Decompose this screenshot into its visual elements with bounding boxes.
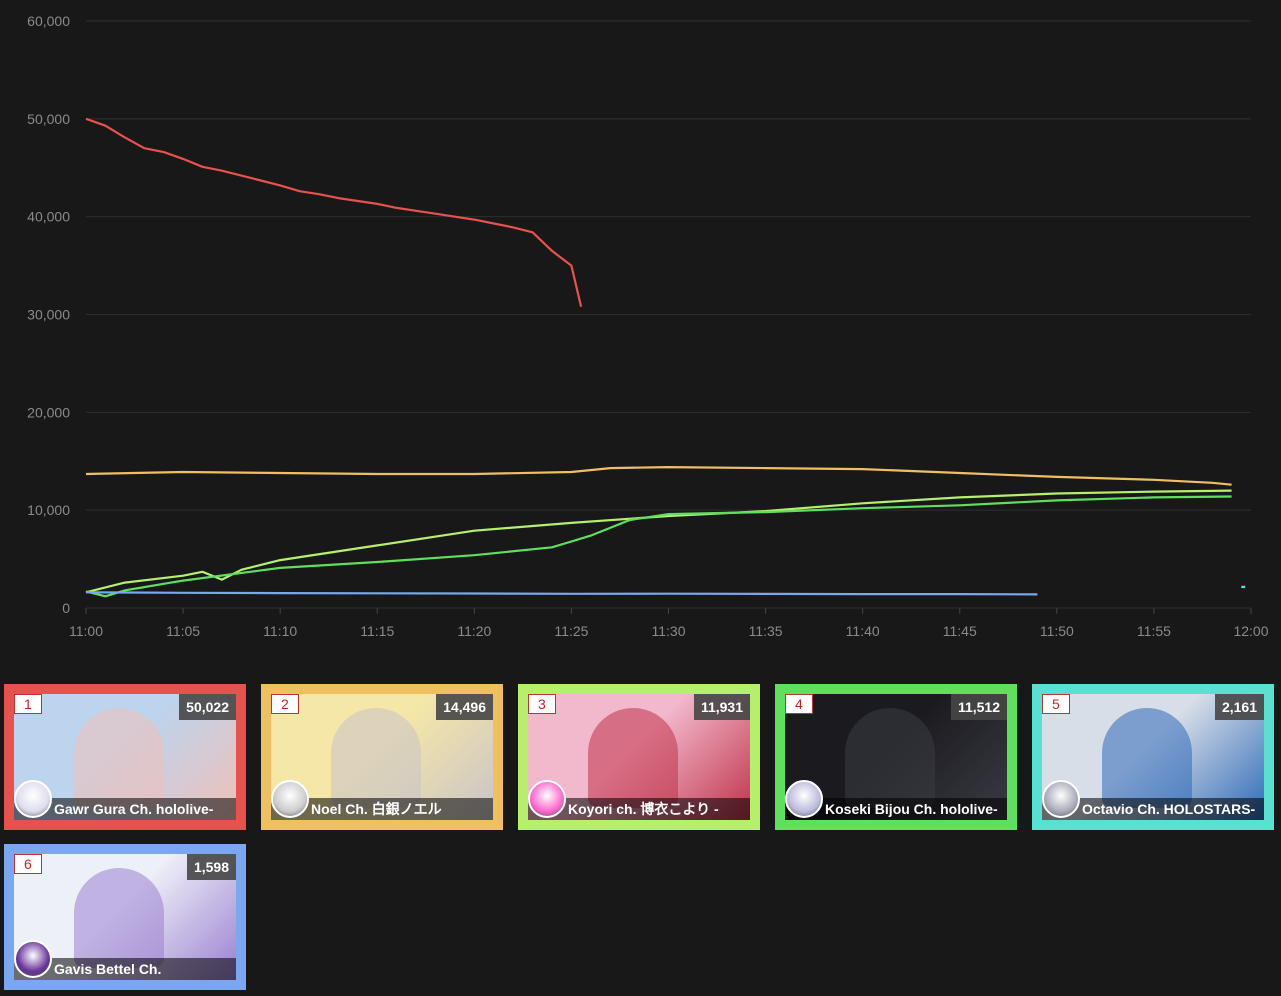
- viewer-count-badge: 11,512: [950, 694, 1007, 720]
- x-tick-label: 11:20: [457, 623, 491, 639]
- viewer-count-badge: 50,022: [179, 694, 236, 720]
- viewer-count-badge: 1,598: [186, 854, 236, 880]
- y-tick-label: 20,000: [27, 404, 70, 420]
- stream-card[interactable]: 5 2,161 Octavio Ch. HOLOSTARS-: [1032, 684, 1274, 830]
- stream-cards: 1 50,022 Gawr Gura Ch. hololive- 2 14,496 Noe…: [0, 682, 1281, 996]
- channel-name[interactable]: Koyori ch. 博衣こより -: [568, 801, 719, 817]
- channel-avatar: [14, 780, 52, 818]
- rank-badge: 1: [14, 694, 42, 714]
- rank-badge: 5: [1042, 694, 1070, 714]
- channel-name-bar: [14, 798, 236, 820]
- stream-card[interactable]: 2 14,496 Noel Ch. 白銀ノエル: [261, 684, 503, 830]
- channel-avatar: [271, 780, 309, 818]
- channel-name-bar: [271, 798, 493, 820]
- channel-name[interactable]: Noel Ch. 白銀ノエル: [311, 801, 442, 817]
- series-line-3: [85, 489, 1232, 594]
- channel-name-bar: [785, 798, 1007, 820]
- channel-avatar: [528, 780, 566, 818]
- x-tick-label: 11:50: [1040, 623, 1074, 639]
- channel-name-bar: [14, 958, 236, 980]
- channel-avatar: [785, 780, 823, 818]
- channel-avatar: [14, 940, 52, 978]
- channel-name[interactable]: Koseki Bijou Ch. hololive-: [825, 801, 998, 817]
- y-tick-label: 50,000: [27, 111, 70, 127]
- stream-card[interactable]: 4 11,512 Koseki Bijou Ch. hololive-: [775, 684, 1017, 830]
- thumbnail-figure: [331, 708, 421, 808]
- stream-card[interactable]: 1 50,022 Gawr Gura Ch. hololive-: [4, 684, 246, 830]
- series-line-1: [85, 117, 583, 307]
- viewer-count-badge: 14,496: [436, 694, 493, 720]
- viewer-count-badge: 11,931: [693, 694, 750, 720]
- x-tick-label: 11:00: [69, 623, 103, 639]
- thumbnail-figure: [588, 708, 678, 808]
- thumbnail-figure: [74, 708, 164, 808]
- thumbnail-figure: [74, 868, 164, 968]
- x-tick-label: 11:55: [1137, 623, 1171, 639]
- channel-name-bar: [1042, 798, 1264, 820]
- series-line-4: [85, 495, 1232, 598]
- x-tick-label: 11:40: [846, 623, 880, 639]
- y-tick-label: 10,000: [27, 502, 70, 518]
- x-tick-label: 11:35: [749, 623, 783, 639]
- x-tick-label: 11:15: [360, 623, 394, 639]
- channel-name[interactable]: Gavis Bettel Ch.: [54, 961, 162, 977]
- thumbnail-figure: [845, 708, 935, 808]
- channel-name-bar: [528, 798, 750, 820]
- series-line-5: [85, 591, 1038, 596]
- x-tick-label: 11:25: [554, 623, 588, 639]
- x-tick-label: 11:30: [652, 623, 686, 639]
- rank-badge: 6: [14, 854, 42, 874]
- rank-badge: 2: [271, 694, 299, 714]
- stream-card[interactable]: 6 1,598 Gavis Bettel Ch.: [4, 844, 246, 990]
- stream-card[interactable]: 3 11,931 Koyori ch. 博衣こより -: [518, 684, 760, 830]
- channel-name[interactable]: Octavio Ch. HOLOSTARS-: [1082, 801, 1256, 817]
- viewer-count-chart: 0 10,000 20,000 30,000 40,000 50,000 60,000 11…: [27, 13, 1269, 639]
- channel-name[interactable]: Gawr Gura Ch. hololive-: [54, 801, 214, 817]
- thumbnail-figure: [1102, 708, 1192, 808]
- channel-avatar: [1042, 780, 1080, 818]
- y-tick-label: 30,000: [27, 307, 70, 323]
- x-tick-label: 11:45: [943, 623, 977, 639]
- x-tick-label: 11:05: [166, 623, 200, 639]
- x-tick-label: 12:00: [1233, 623, 1268, 639]
- y-tick-label: 40,000: [27, 209, 70, 225]
- x-tick-label: 11:10: [263, 623, 297, 639]
- series-line-2: [85, 466, 1232, 486]
- rank-badge: 3: [528, 694, 556, 714]
- rank-badge: 4: [785, 694, 813, 714]
- y-tick-label: 0: [62, 600, 70, 616]
- viewer-count-badge: 2,161: [1214, 694, 1264, 720]
- y-tick-label: 60,000: [27, 13, 70, 29]
